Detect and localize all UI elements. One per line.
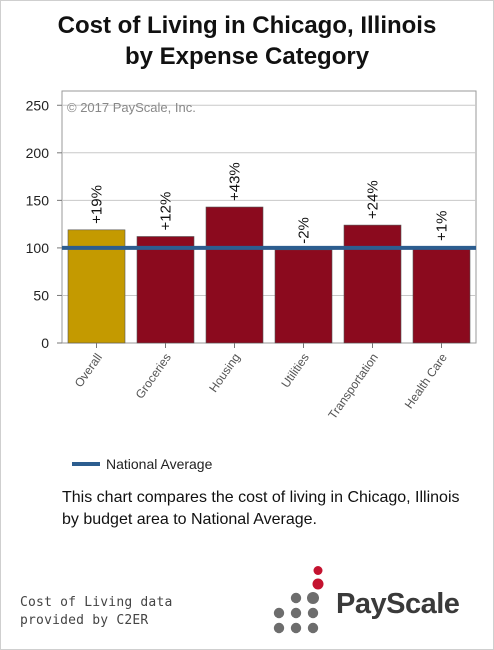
x-tick-label: Housing [206, 351, 243, 395]
bars-layer [67, 206, 471, 344]
legend-label: National Average [106, 456, 213, 472]
logo-dot [307, 592, 319, 604]
x-axis: Overall Groceries Housing Utilities Transpor… [72, 343, 450, 422]
y-tick-label: 200 [26, 145, 50, 161]
logo-dot [307, 607, 319, 619]
data-labels-layer: +19% +12% +43% -2% +24% +1% [89, 162, 451, 244]
data-credit: Cost of Living data provided by C2ER [20, 594, 173, 630]
data-label: +19% [89, 185, 106, 224]
logo-dot [273, 622, 285, 634]
logo-dot-accent [312, 578, 324, 590]
x-tick-label: Utilities [278, 351, 312, 391]
y-tick-label: 150 [26, 192, 50, 208]
legend-swatch-national-average [72, 462, 100, 466]
bar-utilities [274, 249, 333, 344]
logo-dot [307, 622, 319, 634]
logo-dot-accent [313, 566, 323, 575]
data-label: +12% [158, 192, 175, 231]
chart-title: Cost of Living in Chicago, Illinois by E… [0, 10, 494, 72]
y-tick-label: 100 [26, 240, 50, 256]
grid-layer [61, 90, 477, 344]
y-axis: 0 50 100 150 200 250 [26, 97, 62, 351]
logo-dot [290, 622, 302, 634]
data-label: +43% [227, 162, 244, 201]
plot-area [61, 90, 477, 344]
x-tick-label: Groceries [133, 351, 174, 402]
data-label: -2% [296, 217, 313, 244]
x-tick-label: Health Care [402, 350, 450, 411]
y-tick-label: 50 [33, 287, 49, 303]
bar-housing [205, 206, 264, 344]
title-line-1: Cost of Living in Chicago, Illinois [57, 12, 437, 39]
payscale-logo-text: PayScale [336, 588, 460, 620]
data-label: +24% [365, 180, 382, 219]
title-line-2: by Expense Category [124, 43, 370, 70]
payscale-logo: PayScale [270, 566, 484, 638]
legend: National Average [72, 456, 212, 472]
bar-chart: © 2017 PayScale, Inc. +19% +12% +43% -2% +24… [26, 90, 477, 422]
watermark-text: © 2017 PayScale, Inc. [67, 100, 196, 115]
logo-dot [290, 592, 302, 604]
x-tick-label: Overall [72, 351, 105, 390]
logo-dot [290, 607, 302, 619]
logo-dot [273, 607, 285, 619]
chart-description: This chart compares the cost of living i… [62, 489, 460, 528]
bar-transportation [343, 224, 402, 344]
credit-line-2: provided by C2ER [20, 613, 149, 628]
bar-groceries [136, 236, 195, 344]
y-tick-label: 250 [26, 97, 50, 113]
bar-health-care [412, 246, 471, 344]
payscale-logo-icon [273, 566, 324, 634]
x-tick-label: Transportation [325, 351, 381, 422]
y-tick-label: 0 [41, 335, 49, 351]
credit-line-1: Cost of Living data [20, 595, 173, 610]
data-label: +1% [434, 211, 451, 241]
